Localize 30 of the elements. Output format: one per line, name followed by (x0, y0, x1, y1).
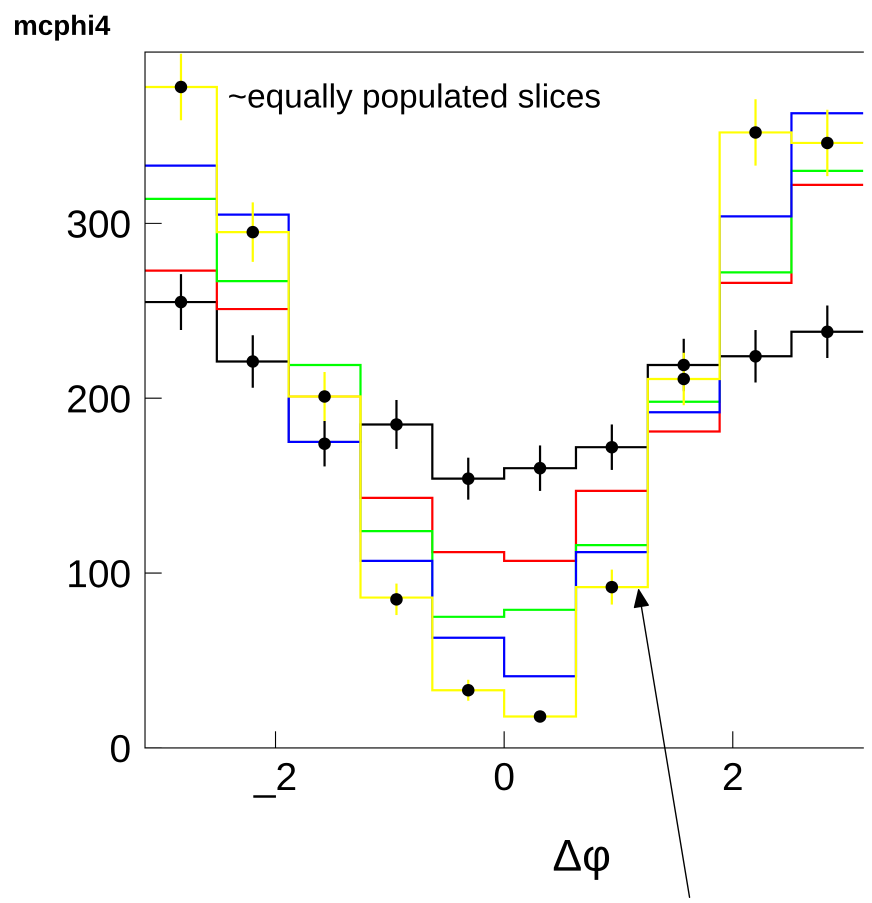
chart-title: mcphi4 (14, 14, 110, 41)
point (821, 136, 834, 150)
point (318, 437, 331, 450)
point (677, 372, 690, 386)
point (606, 580, 618, 594)
point (677, 358, 690, 372)
x-tick-label: 2 (724, 762, 742, 790)
point (749, 126, 762, 139)
annotation: ~equally populated slices (229, 83, 600, 114)
y-tick-label: 100 (69, 560, 130, 588)
point (246, 355, 260, 368)
x-axis-title: Δφ (554, 840, 610, 880)
point (821, 326, 834, 338)
x-tick-label: _2 (253, 762, 296, 798)
x-tick-label: 0 (494, 762, 514, 790)
y-tick-label: 0 (111, 734, 130, 762)
point (390, 593, 403, 606)
point (390, 418, 403, 431)
point (318, 390, 331, 403)
point (246, 226, 260, 238)
point (174, 80, 188, 94)
point (534, 462, 546, 474)
point (606, 440, 618, 454)
y-tick-label: 200 (68, 385, 130, 413)
y-tick-label: 300 (68, 210, 130, 238)
point (749, 350, 762, 363)
point (174, 296, 188, 308)
point (462, 472, 474, 485)
point (534, 710, 546, 723)
point (462, 684, 474, 696)
